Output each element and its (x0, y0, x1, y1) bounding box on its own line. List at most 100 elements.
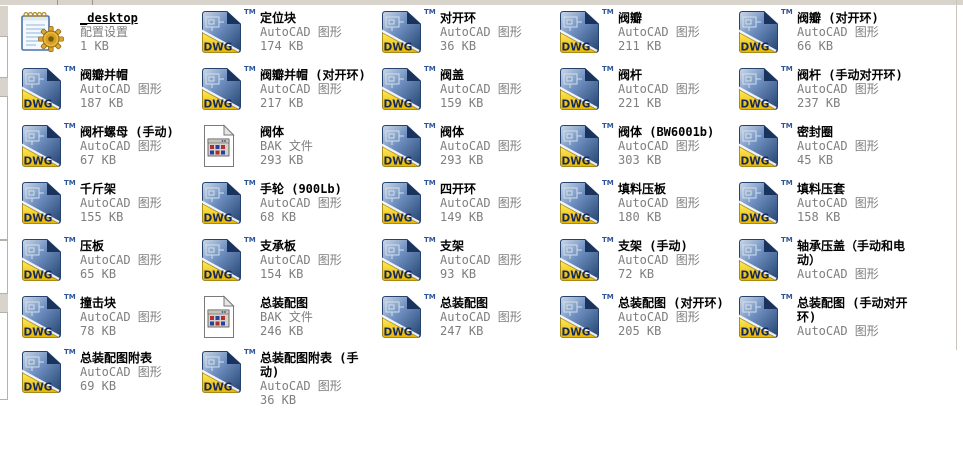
trademark-mark: TM (424, 8, 436, 16)
file-meta: 支架 AutoCAD 图形 93 KB (440, 238, 556, 294)
dwg-icon-graphic: DWG (737, 182, 778, 225)
file-item[interactable]: DWG TM 阀盖 AutoCAD 图形 159 KB (378, 65, 556, 123)
dwg-icon-graphic: DWG (558, 68, 599, 111)
file-name: 定位块 (260, 11, 297, 25)
trademark-mark: TM (424, 293, 436, 301)
svg-text:DWG: DWG (741, 213, 770, 225)
dwg-file-icon: DWG TM (556, 179, 616, 227)
dwg-icon-graphic: DWG (737, 239, 778, 282)
dwg-icon-graphic: DWG (558, 239, 599, 282)
file-type: BAK 文件 (260, 310, 313, 324)
svg-text:DWG: DWG (204, 42, 233, 54)
svg-text:DWG: DWG (204, 99, 233, 111)
file-name: 总装配图 (440, 296, 489, 310)
file-type: AutoCAD 图形 (797, 196, 879, 210)
file-item[interactable]: _desktop 配置设置 1 KB (18, 10, 196, 66)
file-item[interactable]: DWG TM 总装配图 (对开环) AutoCAD 图形 205 KB (556, 293, 734, 351)
file-item[interactable]: DWG TM 手轮 (900Lb) AutoCAD 图形 68 KB (198, 179, 376, 237)
file-name: 阀体 (BW6001b) (618, 125, 715, 139)
file-item[interactable]: DWG TM 对开环 AutoCAD 图形 36 KB (378, 8, 556, 66)
file-name: 总装配图附表 (80, 351, 153, 365)
file-size: 303 KB (618, 153, 662, 167)
file-item[interactable]: DWG TM 阀瓣并帽 (对开环) AutoCAD 图形 217 KB (198, 65, 376, 123)
file-item[interactable]: DWG TM 阀杆 (手动对开环) AutoCAD 图形 237 KB (735, 65, 913, 123)
file-type: AutoCAD 图形 (80, 196, 162, 210)
file-name: 撞击块 (80, 296, 117, 310)
file-size: 221 KB (618, 96, 662, 110)
file-name: 总装配图 (手动对开环) (797, 296, 908, 324)
file-type: AutoCAD 图形 (440, 25, 522, 39)
svg-text:DWG: DWG (24, 213, 53, 225)
trademark-mark: TM (64, 348, 76, 356)
left-edge-fragment (0, 36, 8, 78)
file-name: 阀杆螺母 (手动) (80, 125, 174, 139)
file-item[interactable]: DWG TM 总装配图 (手动对开环) AutoCAD 图形 (735, 293, 913, 351)
file-item[interactable]: DWG TM 阀瓣并帽 AutoCAD 图形 187 KB (18, 65, 196, 123)
dwg-file-icon: DWG TM (18, 65, 78, 113)
dwg-icon-graphic: DWG (380, 239, 421, 282)
dwg-file-icon: DWG TM (378, 293, 438, 341)
file-item[interactable]: DWG TM 密封圈 AutoCAD 图形 45 KB (735, 122, 913, 180)
file-type: BAK 文件 (260, 139, 313, 153)
trademark-mark: TM (424, 122, 436, 130)
trademark-mark: TM (602, 293, 614, 301)
file-item[interactable]: DWG TM 撞击块 AutoCAD 图形 78 KB (18, 293, 196, 351)
file-type: AutoCAD 图形 (260, 253, 342, 267)
file-name: 密封圈 (797, 125, 834, 139)
dwg-icon-graphic: DWG (20, 182, 61, 225)
file-item[interactable]: DWG TM 阀瓣 (对开环) AutoCAD 图形 66 KB (735, 8, 913, 66)
trademark-mark: TM (244, 65, 256, 73)
file-meta: 总装配图 (手动对开环) AutoCAD 图形 (797, 295, 913, 351)
file-item[interactable]: DWG TM 总装配图附表 AutoCAD 图形 69 KB (18, 348, 196, 406)
file-item[interactable]: DWG TM 阀杆螺母 (手动) AutoCAD 图形 67 KB (18, 122, 196, 180)
file-item[interactable]: 阀体 BAK 文件 293 KB (198, 124, 376, 180)
file-item[interactable]: DWG TM 总装配图附表 (手动) AutoCAD 图形 36 KB (198, 348, 376, 407)
file-item[interactable]: DWG TM 阀体 (BW6001b) AutoCAD 图形 303 KB (556, 122, 734, 180)
file-meta: 阀体 BAK 文件 293 KB (260, 124, 376, 180)
config-icon-graphic (21, 11, 64, 52)
file-item[interactable]: DWG TM 支架 (手动) AutoCAD 图形 72 KB (556, 236, 734, 294)
left-edge-fragment (0, 96, 8, 240)
svg-text:DWG: DWG (741, 327, 770, 339)
file-meta: 撞击块 AutoCAD 图形 78 KB (80, 295, 196, 351)
trademark-mark: TM (424, 65, 436, 73)
file-item[interactable]: 总装配图 BAK 文件 246 KB (198, 295, 376, 351)
file-item[interactable]: DWG TM 支承板 AutoCAD 图形 154 KB (198, 236, 376, 294)
file-name: 手轮 (900Lb) (260, 182, 342, 196)
file-type: AutoCAD 图形 (797, 25, 879, 39)
svg-text:DWG: DWG (204, 270, 233, 282)
file-item[interactable]: DWG TM 支架 AutoCAD 图形 93 KB (378, 236, 556, 294)
file-meta: 阀体 (BW6001b) AutoCAD 图形 303 KB (618, 124, 734, 180)
file-meta: _desktop 配置设置 1 KB (80, 10, 196, 66)
file-item[interactable]: DWG TM 定位块 AutoCAD 图形 174 KB (198, 8, 376, 66)
dwg-icon-graphic: DWG (558, 296, 599, 339)
file-item[interactable]: DWG TM 阀瓣 AutoCAD 图形 211 KB (556, 8, 734, 66)
file-item[interactable]: DWG TM 轴承压盖（手动和电动） AutoCAD 图形 (735, 236, 913, 294)
file-type: AutoCAD 图形 (797, 267, 879, 281)
file-meta: 填料压套 AutoCAD 图形 158 KB (797, 181, 913, 237)
file-name: 阀体 (260, 125, 285, 139)
dwg-file-icon: DWG TM (556, 8, 616, 56)
file-name: 阀瓣并帽 (对开环) (260, 68, 366, 82)
file-item[interactable]: DWG TM 总装配图 AutoCAD 图形 247 KB (378, 293, 556, 351)
dwg-icon-graphic: DWG (380, 296, 421, 339)
dwg-icon-graphic: DWG (200, 11, 241, 54)
file-name: 支承板 (260, 239, 297, 253)
dwg-file-icon: DWG TM (735, 293, 795, 341)
file-item[interactable]: DWG TM 四开环 AutoCAD 图形 149 KB (378, 179, 556, 237)
file-item[interactable]: DWG TM 压板 AutoCAD 图形 65 KB (18, 236, 196, 294)
file-item[interactable]: DWG TM 填料压套 AutoCAD 图形 158 KB (735, 179, 913, 237)
file-meta: 总装配图附表 (手动) AutoCAD 图形 36 KB (260, 350, 376, 407)
file-item[interactable]: DWG TM 填料压板 AutoCAD 图形 180 KB (556, 179, 734, 237)
file-size: 1 KB (80, 39, 109, 53)
file-item[interactable]: DWG TM 阀体 AutoCAD 图形 293 KB (378, 122, 556, 180)
dwg-file-icon: DWG TM (18, 293, 78, 341)
file-item[interactable]: DWG TM 千斤架 AutoCAD 图形 155 KB (18, 179, 196, 237)
svg-text:DWG: DWG (741, 156, 770, 168)
file-name: 总装配图 (260, 296, 309, 310)
trademark-mark: TM (781, 293, 793, 301)
file-item[interactable]: DWG TM 阀杆 AutoCAD 图形 221 KB (556, 65, 734, 123)
svg-text:DWG: DWG (562, 156, 591, 168)
file-name: 阀杆 (手动对开环) (797, 68, 903, 82)
dwg-icon-graphic: DWG (737, 11, 778, 54)
